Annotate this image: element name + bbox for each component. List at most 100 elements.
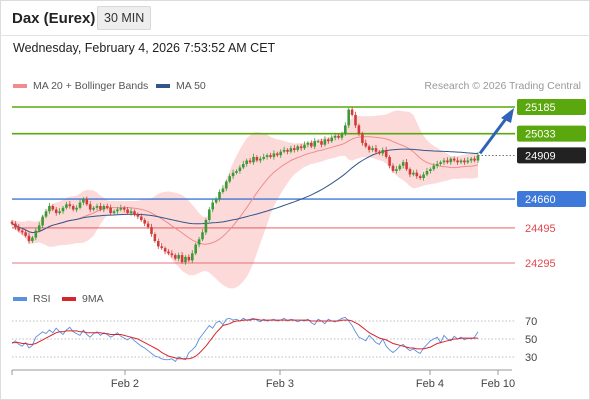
- candle-body: [272, 153, 276, 157]
- candle-body: [140, 216, 143, 221]
- candle-body: [197, 239, 201, 245]
- candle-body: [20, 230, 24, 233]
- candle-body: [82, 199, 85, 203]
- candle-body: [116, 209, 119, 212]
- candle-body: [211, 202, 214, 210]
- candle-body: [449, 158, 453, 163]
- x-tick-label: Feb 2: [111, 378, 139, 390]
- candle-body: [418, 176, 422, 178]
- ma50-swatch-icon: [156, 84, 170, 88]
- timeframe-badge[interactable]: 30 MIN: [97, 6, 152, 30]
- level-label-24660: 24660: [525, 194, 556, 206]
- ma50-line: [11, 148, 479, 234]
- candle-body: [452, 158, 456, 161]
- candle-body: [112, 211, 116, 214]
- candle-body: [41, 216, 44, 226]
- candle-body: [160, 246, 163, 249]
- candle-body: [344, 125, 347, 135]
- candle-body: [167, 251, 170, 254]
- rsi-level-label: 70: [525, 316, 537, 328]
- candle-body: [473, 158, 476, 161]
- candle-body: [245, 160, 248, 164]
- candle-body: [293, 148, 296, 150]
- candle-body: [221, 188, 225, 192]
- candle-body: [378, 151, 381, 154]
- candle-body: [439, 162, 442, 164]
- candle-body: [65, 204, 68, 208]
- ma20-line: [11, 136, 479, 245]
- candle-body: [208, 209, 211, 220]
- level-tag-25185: [517, 99, 586, 115]
- level-tag-25033: [517, 125, 586, 142]
- candle-body: [194, 244, 197, 254]
- candle-body: [316, 141, 320, 143]
- candle-body: [374, 148, 378, 152]
- candle-body: [180, 255, 184, 263]
- candle-body: [10, 221, 14, 224]
- credit-label: Research © 2026 Trading Central: [424, 80, 581, 92]
- candle-body: [242, 164, 245, 168]
- level-tag-24660: [517, 191, 586, 207]
- candle-body: [143, 220, 146, 224]
- instrument-title: Dax (Eurex): [12, 10, 96, 27]
- candle-body: [99, 206, 102, 210]
- x-tick-label: Feb 4: [416, 378, 444, 390]
- candle-body: [31, 237, 34, 242]
- candle-body: [337, 135, 340, 138]
- candle-body: [88, 204, 92, 210]
- candle-body: [415, 172, 419, 177]
- level-label-24909: 24909: [525, 150, 556, 162]
- candle-body: [122, 207, 126, 210]
- candle-body: [327, 139, 330, 142]
- candle-body: [133, 211, 136, 215]
- candle-body: [388, 157, 391, 166]
- candle-body: [456, 160, 459, 163]
- rsi-level-label: 50: [525, 334, 537, 346]
- candle-body: [432, 165, 436, 170]
- legend-ma20-label: MA 20 + Bollinger Bands: [33, 80, 149, 92]
- candle-body: [235, 171, 238, 173]
- header-divider: [0, 35, 590, 36]
- legend-rsi-ma-label: 9MA: [82, 293, 104, 305]
- candle-body: [102, 206, 106, 210]
- candle-body: [347, 109, 350, 126]
- arrow-head-icon: [501, 108, 514, 123]
- legend-ma50: MA 50: [156, 80, 206, 92]
- candle-body: [109, 207, 112, 214]
- candle-body: [71, 206, 75, 210]
- candle-body: [395, 169, 398, 171]
- candle-body: [310, 142, 313, 147]
- candle-body: [27, 235, 31, 242]
- candle-body: [214, 199, 218, 203]
- candle-body: [364, 142, 368, 147]
- candle-body: [119, 207, 123, 210]
- rsi-ma-line: [12, 318, 478, 360]
- candle-body: [218, 192, 221, 199]
- rsi-ma-swatch-icon: [62, 297, 76, 301]
- candle-body: [191, 253, 194, 261]
- candle-body: [262, 157, 265, 159]
- ma20-swatch-icon: [13, 84, 27, 88]
- candle-body: [459, 160, 463, 163]
- candle-body: [354, 114, 357, 126]
- level-label-25033: 25033: [525, 129, 556, 141]
- candle-body: [238, 167, 242, 171]
- candle-body: [367, 146, 371, 150]
- candle-body: [429, 169, 432, 171]
- candle-body: [44, 211, 48, 217]
- candle-body: [286, 149, 289, 152]
- candle-body: [163, 248, 167, 252]
- candle-body: [75, 207, 78, 210]
- candle-body: [469, 158, 473, 161]
- level-label-24295: 24295: [525, 258, 556, 270]
- x-tick-label: Feb 3: [266, 378, 294, 390]
- candle-body: [248, 160, 252, 163]
- candle-body: [361, 134, 364, 143]
- candle-body: [391, 165, 395, 171]
- candle-body: [204, 220, 208, 233]
- candle-body: [340, 134, 344, 138]
- candle-body: [54, 209, 58, 213]
- candle-body: [303, 144, 306, 149]
- candle-body: [435, 164, 439, 166]
